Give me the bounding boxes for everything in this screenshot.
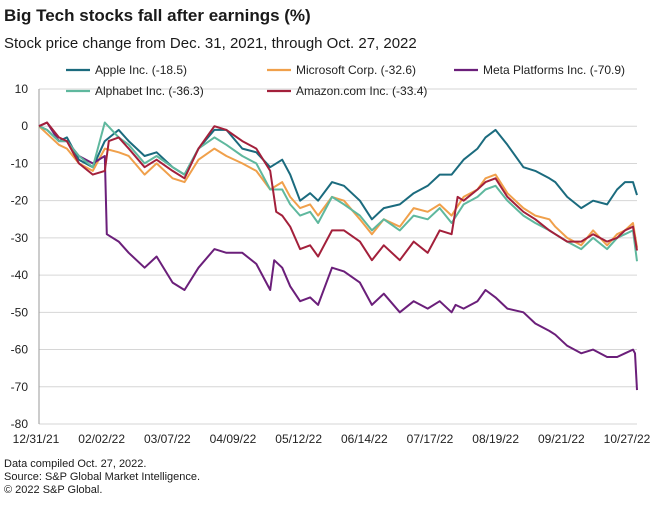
x-tick-label: 08/19/22 [472,432,519,446]
y-tick-label: -40 [11,268,29,282]
series-line [38,125,638,221]
legend-label: Alphabet Inc. (-36.3) [95,84,204,98]
series-line [38,125,638,248]
x-tick-label: 05/12/22 [275,432,322,446]
series-line [38,121,638,262]
y-tick-label: -70 [11,380,29,394]
footer-copyright: © 2022 S&P Global. [4,484,103,496]
x-tick-label: 02/02/22 [78,432,125,446]
legend-label: Microsoft Corp. (-32.6) [296,63,416,77]
footer-date-note: Data compiled Oct. 27, 2022. [4,458,147,470]
chart-title: Big Tech stocks fall after earnings (%) [4,6,311,25]
y-tick-label: 10 [15,82,29,96]
y-tick-label: -80 [11,417,29,431]
legend-label: Meta Platforms Inc. (-70.9) [483,63,625,77]
y-tick-label: -60 [11,343,29,357]
series-line [38,121,638,262]
x-tick-label: 09/21/22 [538,432,585,446]
legend-label: Apple Inc. (-18.5) [95,63,187,77]
footer-source: Source: S&P Global Market Intelligence. [4,471,201,483]
series-line [38,121,638,391]
y-tick-label: -50 [11,305,29,319]
y-tick-label: -20 [11,194,29,208]
legend-label: Amazon.com Inc. (-33.4) [296,84,427,98]
chart-footer: Data compiled Oct. 27, 2022. Source: S&P… [4,458,200,497]
y-tick-label: -30 [11,231,29,245]
x-tick-label: 03/07/22 [144,432,191,446]
x-tick-label: 06/14/22 [341,432,388,446]
x-tick-label: 10/27/22 [604,432,651,446]
y-tick-label: 0 [21,119,28,133]
x-tick-label: 07/17/22 [407,432,454,446]
x-tick-label: 12/31/21 [13,432,60,446]
x-tick-label: 04/09/22 [210,432,257,446]
y-tick-label: -10 [11,156,29,170]
chart-subtitle: Stock price change from Dec. 31, 2021, t… [4,35,417,52]
